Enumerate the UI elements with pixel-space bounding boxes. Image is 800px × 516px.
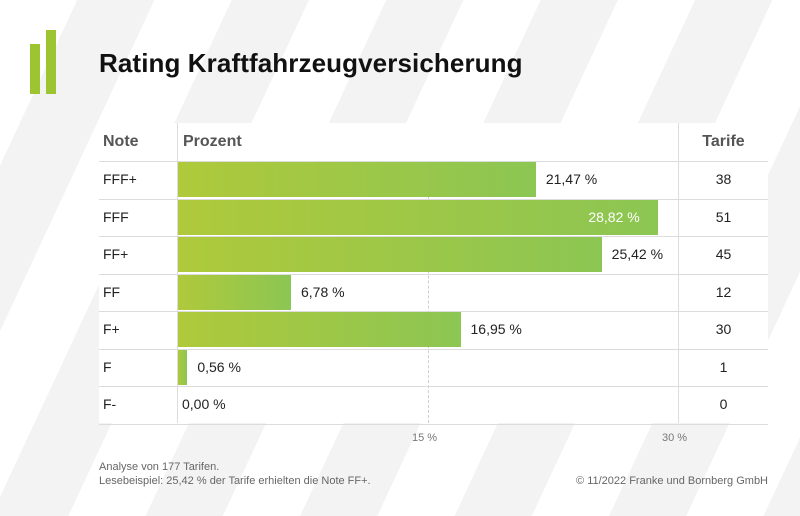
- bar: [178, 199, 659, 235]
- row-tarife-value: 45: [715, 246, 732, 262]
- row-tarife-value: 38: [715, 171, 732, 187]
- gridline-15: [428, 161, 429, 423]
- header-tarife: Tarife: [702, 133, 745, 150]
- row-note-label: F: [103, 358, 112, 375]
- row-note-label: FF: [103, 283, 121, 300]
- header-separator: [99, 161, 768, 162]
- bar: [178, 237, 602, 272]
- row-tarife-value: 51: [715, 208, 732, 225]
- bar-value-label: 16,95 %: [470, 321, 522, 337]
- row-separator: [99, 386, 768, 387]
- header-prozent: Prozent: [183, 133, 242, 150]
- row-separator: [99, 423, 768, 425]
- row-separator: [99, 348, 768, 350]
- bar-value-label: 21,47 %: [545, 171, 598, 187]
- page-title: Rating Kraftfahrzeugversicherung: [99, 48, 523, 78]
- row-note-label: F-: [103, 396, 117, 412]
- row-separator: [99, 198, 768, 200]
- bar-value-label: 6,78 %: [301, 283, 345, 300]
- column-divider-right: [678, 123, 679, 423]
- bar-value-label: 0,00 %: [182, 396, 226, 412]
- bar-value-label: 25,42 %: [611, 246, 664, 262]
- footer-copyright: © 11/2022 Franke und Bornberg GmbH: [576, 475, 768, 487]
- bar-value-label: 0,56 %: [197, 358, 241, 375]
- row-note-label: FFF: [103, 208, 129, 225]
- tick-label-15: 15 %: [412, 432, 438, 444]
- bar: [178, 274, 291, 310]
- bar: [178, 349, 188, 385]
- row-separator: [99, 273, 768, 275]
- row-note-label: FFF+: [103, 171, 137, 187]
- bar: [178, 312, 461, 347]
- bar: [178, 162, 536, 197]
- logo-icon: [30, 30, 58, 94]
- footer-example: Lesebeispiel: 25,42 % der Tarife erhielt…: [99, 475, 371, 487]
- row-separator: [99, 311, 768, 312]
- header-note: Note: [103, 133, 139, 150]
- row-tarife-value: 12: [715, 283, 732, 300]
- footer-analysis: Analyse von 177 Tarifen.: [99, 461, 220, 473]
- tick-label-30: 30 %: [662, 432, 688, 444]
- column-divider-left: [177, 123, 178, 423]
- row-separator: [99, 236, 768, 237]
- row-tarife-value: 1: [719, 358, 728, 375]
- row-note-label: FF+: [103, 246, 129, 262]
- bar-value-label: 28,82 %: [588, 208, 640, 225]
- row-note-label: F+: [103, 321, 120, 337]
- row-tarife-value: 30: [715, 321, 732, 337]
- row-tarife-value: 0: [719, 396, 728, 412]
